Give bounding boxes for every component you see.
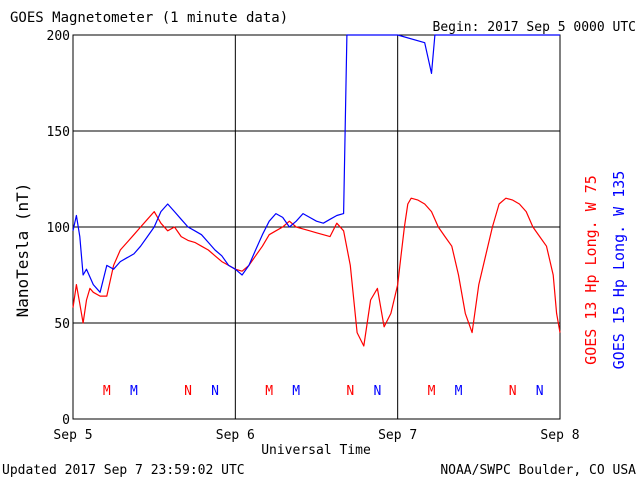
noon-marker: N bbox=[346, 384, 354, 399]
y-tick-label: 100 bbox=[47, 221, 70, 236]
noon-marker: N bbox=[184, 384, 192, 399]
goes13-label: GOES 13 Hp Long. W 75 bbox=[582, 175, 600, 365]
midnight-marker: M bbox=[130, 384, 138, 399]
midnight-marker: M bbox=[292, 384, 300, 399]
goes15-label: GOES 15 Hp Long. W 135 bbox=[610, 171, 628, 370]
credit-text: NOAA/SWPC Boulder, CO USA bbox=[440, 463, 636, 478]
y-tick-label: 200 bbox=[47, 29, 70, 44]
noon-marker: N bbox=[211, 384, 219, 399]
noon-marker: N bbox=[536, 384, 544, 399]
midnight-marker: M bbox=[455, 384, 463, 399]
updated-text: Updated 2017 Sep 7 23:59:02 UTC bbox=[2, 463, 245, 478]
y-tick-label: 150 bbox=[47, 125, 70, 140]
y-tick-label: 0 bbox=[62, 413, 70, 428]
midnight-marker: M bbox=[265, 384, 273, 399]
begin-time: Begin: 2017 Sep 5 0000 UTC bbox=[433, 20, 637, 35]
x-tick-labels: Sep 5 Sep 6 Sep 7 Sep 8 bbox=[53, 428, 579, 443]
y-tick-labels: 0 50 100 150 200 bbox=[47, 29, 70, 428]
chart-title: GOES Magnetometer (1 minute data) bbox=[10, 10, 288, 26]
x-tick-label: Sep 8 bbox=[540, 428, 579, 443]
midnight-marker: M bbox=[103, 384, 111, 399]
goes13-line bbox=[72, 197, 561, 347]
plot-area: 0 50 100 150 200 Sep 5 Sep 6 Sep 7 Sep 8 M M N N M M… bbox=[47, 29, 580, 443]
goes15-line bbox=[72, 34, 560, 293]
x-axis-label: Universal Time bbox=[261, 443, 371, 458]
x-tick-label: Sep 6 bbox=[216, 428, 255, 443]
x-tick-label: Sep 5 bbox=[53, 428, 92, 443]
noon-marker: N bbox=[373, 384, 381, 399]
y-tick-label: 50 bbox=[54, 317, 70, 332]
midnight-marker: M bbox=[428, 384, 436, 399]
y-axis-label: NanoTesla (nT) bbox=[13, 183, 32, 318]
series-lines bbox=[72, 34, 561, 347]
x-tick-label: Sep 7 bbox=[378, 428, 417, 443]
noon-marker: N bbox=[509, 384, 517, 399]
